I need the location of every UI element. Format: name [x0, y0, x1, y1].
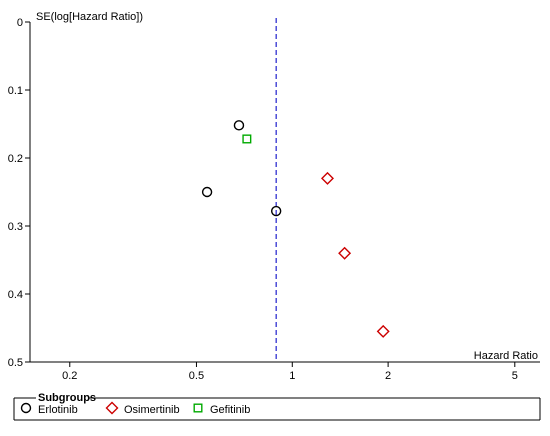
x-tick-label: 5: [512, 370, 518, 382]
legend-label-gefitinib: Gefitinib: [210, 404, 250, 416]
legend-label-erlotinib: Erlotinib: [38, 404, 78, 416]
legend-diamond-icon: [105, 401, 119, 415]
y-tick-label: 0.5: [8, 357, 23, 369]
legend-title: Subgroups: [38, 392, 96, 404]
x-tick-label: 2: [385, 370, 391, 382]
x-tick-label: 0.2: [62, 370, 77, 382]
y-tick-label: 0.2: [8, 153, 23, 165]
legend-circle-icon: [20, 402, 32, 414]
x-tick-label: 0.5: [189, 370, 204, 382]
x-ticks: 0.2 0.5 1 2 5: [62, 362, 518, 382]
axes: [29, 22, 540, 363]
data-point-osimertinib: [320, 171, 334, 185]
y-tick-label: 0.1: [8, 85, 23, 97]
y-tick-label: 0.3: [8, 221, 23, 233]
data-point-erlotinib: [233, 120, 245, 131]
x-axis-title: Hazard Ratio: [474, 350, 538, 362]
data-point-erlotinib: [201, 186, 213, 198]
legend-square-icon: [193, 403, 203, 413]
data-points: [201, 120, 390, 338]
y-tick-label: 0.4: [8, 289, 23, 301]
legend-items: Erlotinib Osimertinib Gefitinib: [20, 401, 250, 416]
data-point-osimertinib: [338, 246, 352, 260]
data-point-erlotinib: [270, 205, 282, 217]
y-ticks: 0 0.1 0.2 0.3 0.4 0.5: [8, 17, 30, 369]
y-axis-title: SE(log[Hazard Ratio]): [36, 11, 143, 23]
x-tick-label: 1: [289, 370, 295, 382]
legend: Subgroups Erlotinib Osimertinib Gefitinib: [13, 392, 541, 421]
legend-label-osimertinib: Osimertinib: [124, 404, 180, 416]
data-point-gefitinib: [242, 134, 252, 144]
data-point-osimertinib: [376, 324, 390, 338]
y-tick-label: 0: [17, 17, 23, 29]
